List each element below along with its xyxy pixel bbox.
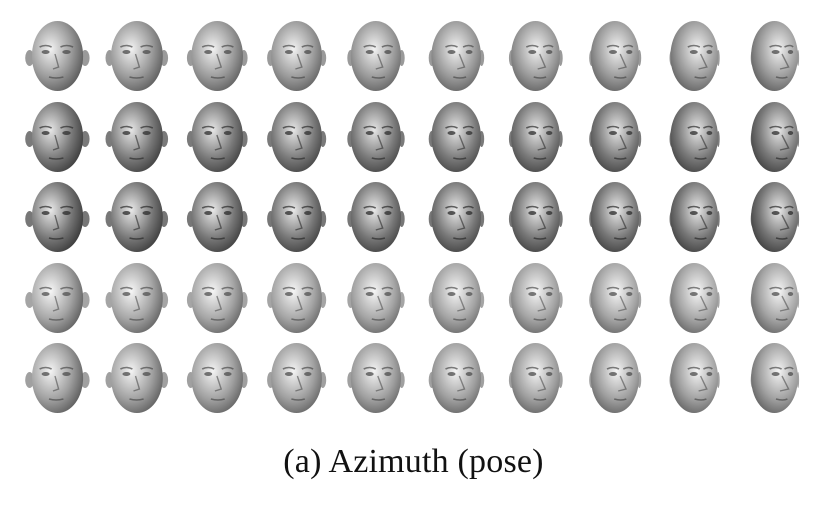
face-thumbnail [262, 260, 330, 338]
face-thumbnail [341, 179, 409, 257]
face-thumbnail [262, 179, 330, 257]
face-thumbnail [658, 99, 726, 177]
figure-caption: (a) Azimuth (pose) [283, 443, 544, 480]
face-thumbnail [421, 179, 489, 257]
face-thumbnail [341, 340, 409, 418]
face-thumbnail [24, 99, 92, 177]
face-thumbnail [262, 99, 330, 177]
face-thumbnail [341, 18, 409, 96]
face-thumbnail [579, 179, 647, 257]
face-thumbnail [183, 179, 251, 257]
face-thumbnail [183, 340, 251, 418]
face-thumbnail [262, 18, 330, 96]
face-thumbnail [103, 260, 171, 338]
face-thumbnail [421, 18, 489, 96]
face-thumbnail [500, 340, 568, 418]
face-thumbnail [103, 340, 171, 418]
face-thumbnail [103, 179, 171, 257]
face-thumbnail [183, 18, 251, 96]
face-thumbnail [341, 260, 409, 338]
face-thumbnail [579, 99, 647, 177]
face-thumbnail [421, 99, 489, 177]
face-thumbnail [738, 18, 806, 96]
face-thumbnail [658, 340, 726, 418]
face-thumbnail [103, 18, 171, 96]
face-thumbnail [738, 260, 806, 338]
face-thumbnail [579, 260, 647, 338]
face-thumbnail [658, 18, 726, 96]
face-thumbnail [421, 260, 489, 338]
face-thumbnail [421, 340, 489, 418]
face-thumbnail [500, 18, 568, 96]
face-thumbnail [500, 179, 568, 257]
face-thumbnail [500, 260, 568, 338]
face-thumbnail [579, 340, 647, 418]
face-thumbnail [24, 18, 92, 96]
face-thumbnail [738, 179, 806, 257]
face-thumbnail [341, 99, 409, 177]
face-thumbnail [500, 99, 568, 177]
face-thumbnail [262, 340, 330, 418]
face-thumbnail [183, 99, 251, 177]
face-thumbnail [658, 260, 726, 338]
face-thumbnail [658, 179, 726, 257]
face-thumbnail [24, 179, 92, 257]
face-thumbnail [24, 260, 92, 338]
face-thumbnail [24, 340, 92, 418]
face-thumbnail [738, 99, 806, 177]
face-thumbnail [738, 340, 806, 418]
face-thumbnail [183, 260, 251, 338]
face-image-grid [14, 14, 814, 434]
face-thumbnail [579, 18, 647, 96]
face-thumbnail [103, 99, 171, 177]
